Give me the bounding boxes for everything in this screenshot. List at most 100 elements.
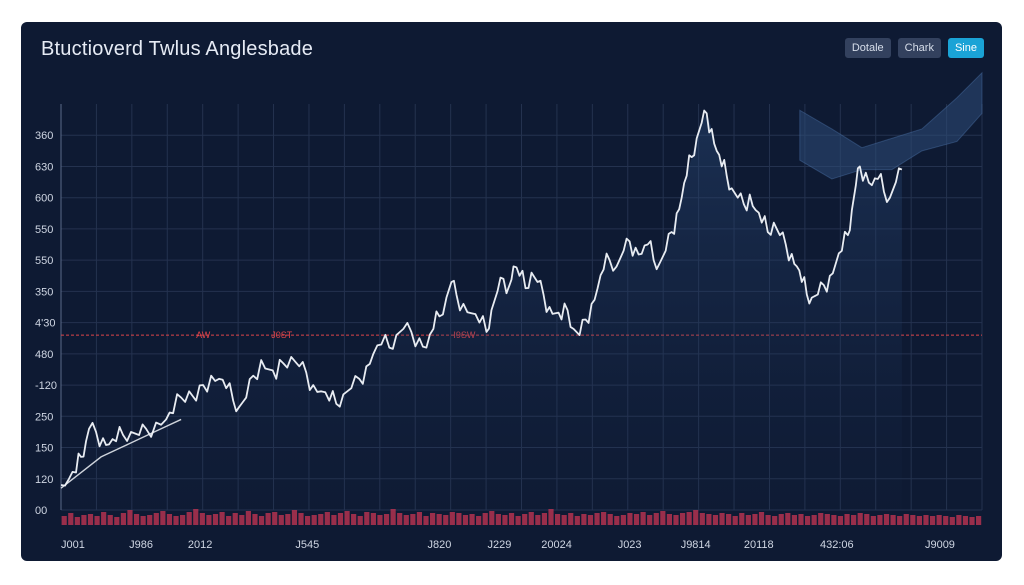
volume-bar bbox=[147, 515, 153, 525]
volume-bar bbox=[489, 511, 495, 525]
volume-bar bbox=[482, 513, 488, 525]
volume-bar bbox=[956, 515, 962, 525]
volume-bar bbox=[647, 515, 653, 525]
volume-bar bbox=[410, 514, 416, 525]
volume-bar bbox=[587, 515, 594, 525]
volume-bar bbox=[581, 514, 587, 525]
volume-bar bbox=[824, 514, 830, 525]
volume-bar bbox=[640, 512, 646, 525]
volume-bar bbox=[252, 514, 258, 525]
volume-bar bbox=[81, 515, 87, 525]
volume-bar bbox=[778, 514, 784, 525]
volume-bar bbox=[436, 514, 442, 525]
y-tick-label: 550 bbox=[35, 255, 53, 267]
volume-bar bbox=[502, 515, 508, 525]
volume-bar bbox=[212, 514, 219, 525]
volume-bar bbox=[61, 516, 67, 525]
y-tick-label: 360 bbox=[35, 130, 53, 142]
volume-bar bbox=[390, 509, 396, 525]
volume-bar bbox=[923, 515, 929, 525]
volume-bar bbox=[620, 515, 626, 525]
volume-bar bbox=[160, 511, 166, 525]
volume-bar bbox=[785, 513, 791, 525]
volume-bar bbox=[745, 515, 751, 525]
volume-bar bbox=[127, 510, 133, 525]
volume-bar bbox=[870, 516, 876, 525]
volume-bar bbox=[232, 513, 238, 525]
reference-label: AW bbox=[196, 330, 211, 340]
volume-bar bbox=[94, 516, 100, 525]
volume-bar bbox=[679, 513, 686, 525]
volume-bar bbox=[298, 513, 304, 525]
volume-bar bbox=[719, 513, 725, 525]
volume-bar bbox=[627, 513, 633, 525]
volume-bar bbox=[337, 513, 344, 525]
y-tick-label: 120 bbox=[35, 474, 53, 486]
volume-bar bbox=[331, 515, 337, 525]
volume-bar bbox=[877, 515, 883, 525]
volume-bar bbox=[87, 514, 94, 525]
chark-button[interactable]: Chark bbox=[897, 38, 941, 58]
volume-bar bbox=[443, 515, 449, 525]
volume-bar bbox=[430, 513, 436, 525]
volume-bar bbox=[541, 513, 548, 525]
x-tick-label: 2012 bbox=[188, 539, 212, 551]
volume-bar bbox=[186, 512, 192, 525]
volume-bar bbox=[962, 516, 969, 525]
volume-bar bbox=[324, 512, 330, 525]
volume-bar bbox=[929, 516, 936, 525]
price-line bbox=[60, 109, 903, 487]
volume-bar bbox=[943, 516, 949, 525]
volume-bar bbox=[193, 509, 199, 525]
volume-bar bbox=[969, 517, 975, 525]
volume-bar bbox=[239, 515, 245, 525]
volume-bar bbox=[285, 514, 291, 525]
volume-bar bbox=[278, 515, 284, 525]
reference-label: J0ST bbox=[271, 330, 293, 340]
volume-bar bbox=[601, 512, 607, 525]
volume-bar bbox=[476, 516, 482, 525]
moving-average-line bbox=[60, 418, 182, 489]
volume-bar bbox=[772, 516, 778, 525]
volume-bar bbox=[726, 514, 732, 525]
volume-bar bbox=[693, 510, 699, 525]
volume-bar bbox=[739, 513, 745, 525]
volume-bar bbox=[226, 516, 232, 525]
volume-bar bbox=[903, 514, 909, 525]
x-tick-label: 432:06 bbox=[820, 539, 854, 551]
x-tick-label: J820 bbox=[427, 539, 451, 551]
volume-bar bbox=[469, 514, 475, 525]
volume-bar bbox=[383, 514, 390, 525]
volume-bar bbox=[245, 511, 251, 525]
volume-bar bbox=[416, 512, 423, 525]
volume-bar bbox=[765, 515, 771, 525]
x-tick-label: J986 bbox=[129, 539, 153, 551]
volume-bar bbox=[916, 516, 922, 525]
volume-bar bbox=[258, 516, 265, 525]
volume-bar bbox=[804, 516, 811, 525]
volume-bar bbox=[357, 516, 363, 525]
volume-bar bbox=[936, 515, 942, 525]
volume-bar bbox=[818, 513, 824, 525]
volume-bar bbox=[653, 513, 659, 525]
dotale-button[interactable]: Dotale bbox=[844, 38, 891, 58]
x-tick-label: J545 bbox=[295, 539, 319, 551]
volume-bar bbox=[449, 512, 455, 525]
volume-bar bbox=[495, 514, 501, 525]
sine-button[interactable]: Sine bbox=[947, 38, 984, 58]
volume-bar bbox=[351, 514, 357, 525]
volume-bar bbox=[798, 514, 804, 525]
volume-bar bbox=[535, 515, 541, 525]
volume-bar bbox=[890, 515, 896, 525]
volume-bar bbox=[305, 516, 311, 525]
volume-bar bbox=[752, 514, 758, 525]
volume-bar bbox=[607, 514, 613, 525]
volume-bar bbox=[462, 515, 469, 525]
y-tick-label: 4'30 bbox=[35, 318, 55, 330]
x-tick-label: J001 bbox=[61, 539, 85, 551]
chart-type-toggle: Dotale Chark Sine bbox=[844, 38, 984, 58]
volume-bar bbox=[712, 515, 719, 525]
volume-bar bbox=[732, 516, 738, 525]
volume-bar bbox=[857, 513, 863, 525]
volume-bar bbox=[114, 517, 120, 525]
